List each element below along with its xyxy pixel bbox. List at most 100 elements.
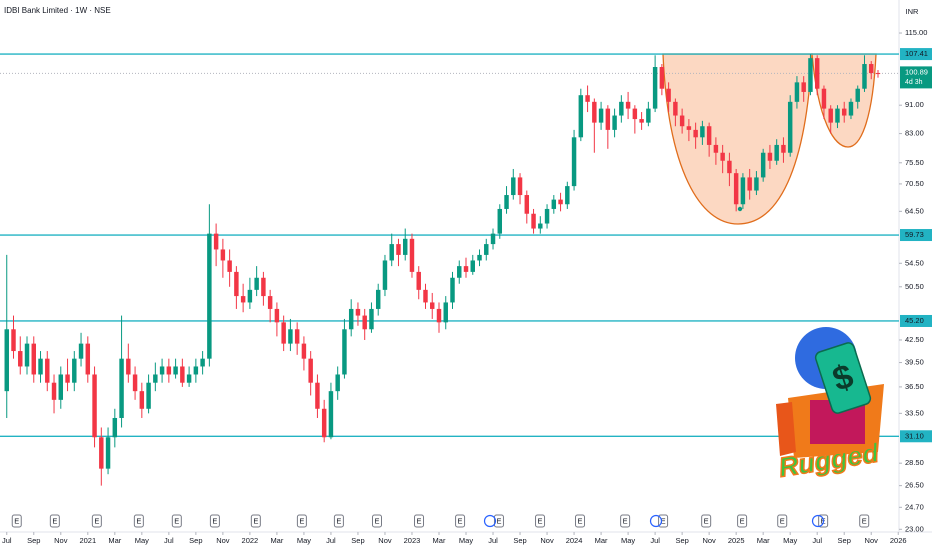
x-tick-label: May [783,536,797,545]
candle-body [328,391,334,438]
x-tick-label: Mar [108,536,121,545]
earnings-marker [49,514,60,528]
x-tick-label: Sep [27,536,40,545]
candle-body [430,302,435,309]
x-tick-label: Mar [270,536,283,545]
candle-body [531,213,536,229]
earnings-marker [493,514,504,528]
logo-bill: $ [814,342,872,414]
candle-body [700,126,705,138]
candle-body [72,358,77,383]
candle-body [787,101,793,153]
y-tick-label: 28.50 [905,458,924,467]
candle-body [524,195,530,214]
candle-body [105,437,111,469]
earnings-marker [133,514,144,528]
candle-body [234,271,239,297]
dividend-marker [483,514,497,528]
candle-body [477,254,482,261]
candle-body [747,177,752,191]
x-tick-label: May [621,536,635,545]
x-tick-label: 2022 [242,536,259,545]
candle-body [254,277,259,290]
y-tick-label: 36.50 [905,382,924,391]
y-tick-label: 75.50 [905,158,924,167]
candle-body [348,308,354,330]
earnings-label: E [740,516,745,525]
candle-body [578,95,584,138]
candle-body [24,343,30,367]
candle-body [294,329,300,344]
earnings-label: E [94,516,99,525]
candle-body [31,343,36,375]
x-tick-label: Jul [650,536,660,545]
earnings-marker [371,514,382,528]
candle-body [585,95,590,102]
candle-body [126,358,131,375]
earnings-marker [11,514,22,528]
candle-body [166,366,172,375]
earnings-marker [535,514,546,528]
candle-body [396,244,401,255]
candle-body [760,152,766,178]
candle-body [261,277,266,297]
candle-body [112,417,118,438]
earnings-marker [171,514,182,528]
candle-body [511,177,516,196]
candle-body [38,358,43,375]
candle-body [402,238,408,255]
candle-body [774,144,779,161]
candle-body [369,308,374,330]
candle-body [51,382,57,400]
candle-body [463,266,469,272]
y-tick-label: 26.50 [905,481,924,490]
candle-body [544,208,550,224]
candle-body [220,249,226,261]
candle-body [85,343,91,375]
earnings-label: E [578,516,583,525]
earnings-label: E [212,516,217,525]
candle-body [274,308,280,323]
candle-body [180,366,185,383]
level-label: 107.41 [905,49,928,58]
candle-body [740,177,746,205]
candle-body [551,199,557,209]
x-tick-label: Mar [595,536,608,545]
earnings-marker [620,514,631,528]
candle-body [504,195,509,209]
candle-body [173,366,178,375]
cup-pattern [662,53,813,225]
candle-body [666,88,671,102]
candle-body [727,160,732,174]
y-tick-label: 54.50 [905,258,924,267]
candle-body [200,358,205,367]
x-tick-label: Jul [488,536,498,545]
x-tick-label: Jul [2,536,12,545]
candle-body [706,126,712,145]
candle-body [517,177,523,196]
earnings-label: E [299,516,304,525]
candle-body [247,289,253,303]
candle-body [227,260,232,272]
x-tick-label: Sep [351,536,364,545]
candle-body [335,374,340,392]
candle-body [186,374,192,383]
earnings-marker [414,514,425,528]
y-tick-label: 39.50 [905,358,924,367]
candle-body [598,108,604,123]
earnings-marker [777,514,788,528]
candle-body [835,108,840,123]
x-tick-label: May [297,536,311,545]
candle-body [632,108,638,120]
candle-body [720,152,725,161]
earnings-marker [737,514,748,528]
chart-title: IDBI Bank Limited · 1W · NSE [4,6,111,15]
candle-body [828,108,833,123]
candle-body [159,366,165,375]
candle-body [240,296,246,303]
earnings-label: E [862,516,867,525]
candle-body [213,233,219,250]
currency-label: INR [906,7,920,16]
candle-body [794,82,800,102]
earnings-marker [701,514,712,528]
